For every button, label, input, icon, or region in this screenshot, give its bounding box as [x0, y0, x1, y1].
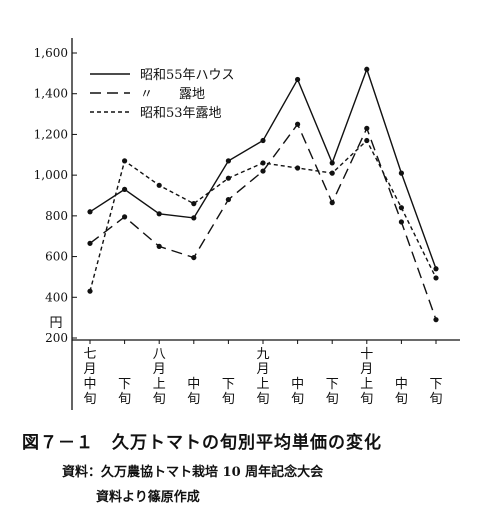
data-point	[225, 175, 231, 181]
x-tick-label: 中旬	[395, 377, 408, 407]
figure-caption-title: 図７－１ 久万トマトの旬別平均単価の変化	[22, 433, 382, 453]
data-point	[329, 160, 335, 166]
data-point	[191, 201, 197, 207]
data-point	[329, 200, 335, 206]
y-tick-label: 1,000	[34, 168, 68, 182]
data-point	[364, 66, 370, 72]
data-point	[398, 170, 404, 176]
figure-source-line-2: 資料より篠原作成	[96, 490, 200, 505]
data-point	[122, 186, 128, 192]
data-point	[364, 125, 370, 131]
x-tick-label: 十月上旬	[360, 347, 373, 407]
data-point	[87, 209, 93, 215]
data-point	[87, 288, 93, 294]
data-point	[433, 266, 439, 272]
chart-axes	[71, 38, 460, 410]
legend-label-3: 昭和53年露地	[140, 106, 222, 121]
data-point	[156, 243, 162, 249]
legend-label-1: 昭和55年ハウス	[140, 68, 235, 83]
data-point	[433, 317, 439, 323]
x-tick-label: 中旬	[291, 377, 304, 407]
x-tick-label: 九月上旬	[256, 347, 269, 407]
data-point	[225, 158, 231, 164]
data-point	[295, 121, 301, 127]
x-tick-label: 中旬	[187, 377, 200, 407]
y-tick-label: 1,400	[34, 87, 68, 101]
data-point	[364, 137, 370, 144]
data-series	[87, 66, 439, 323]
x-tick-label: 下旬	[326, 377, 339, 407]
x-tick-label: 下旬	[222, 377, 235, 407]
x-tick-label: 下旬	[118, 377, 131, 407]
y-axis-unit-label: 円	[49, 316, 62, 331]
data-point	[156, 182, 162, 188]
x-tick-label: 下旬	[429, 377, 442, 407]
data-point	[329, 170, 335, 176]
y-tick-label: 200	[45, 331, 68, 345]
y-tick-label: 800	[45, 209, 68, 223]
data-point	[156, 211, 162, 217]
series-line-2	[89, 122, 437, 320]
y-tick-label: 1,600	[34, 46, 68, 60]
data-point	[398, 219, 404, 225]
data-point	[295, 165, 301, 171]
y-tick-label: 400	[45, 290, 68, 304]
data-point	[398, 205, 404, 211]
data-point	[433, 275, 439, 281]
figure-source-line-1: 資料：久万農協トマト栽培 10 周年記念大会	[62, 465, 324, 480]
y-tick-label: 600	[45, 250, 68, 264]
data-point	[191, 254, 197, 261]
data-point	[122, 214, 128, 220]
data-point	[260, 168, 266, 174]
data-point	[122, 158, 128, 164]
data-point	[295, 76, 301, 83]
legend-label-2: 〃 露地	[140, 87, 205, 102]
data-point	[260, 160, 266, 166]
y-axis-ticks: 200 400 600 800 1,000 1,200 1,400 1,600 円	[34, 46, 77, 345]
y-tick-label: 1,200	[34, 127, 68, 141]
x-tick-label: 七月中旬	[83, 347, 96, 407]
data-point	[87, 240, 93, 246]
x-tick-label: 八月上旬	[153, 347, 166, 407]
data-point	[191, 215, 197, 221]
data-point	[225, 196, 231, 203]
data-point	[260, 137, 266, 144]
